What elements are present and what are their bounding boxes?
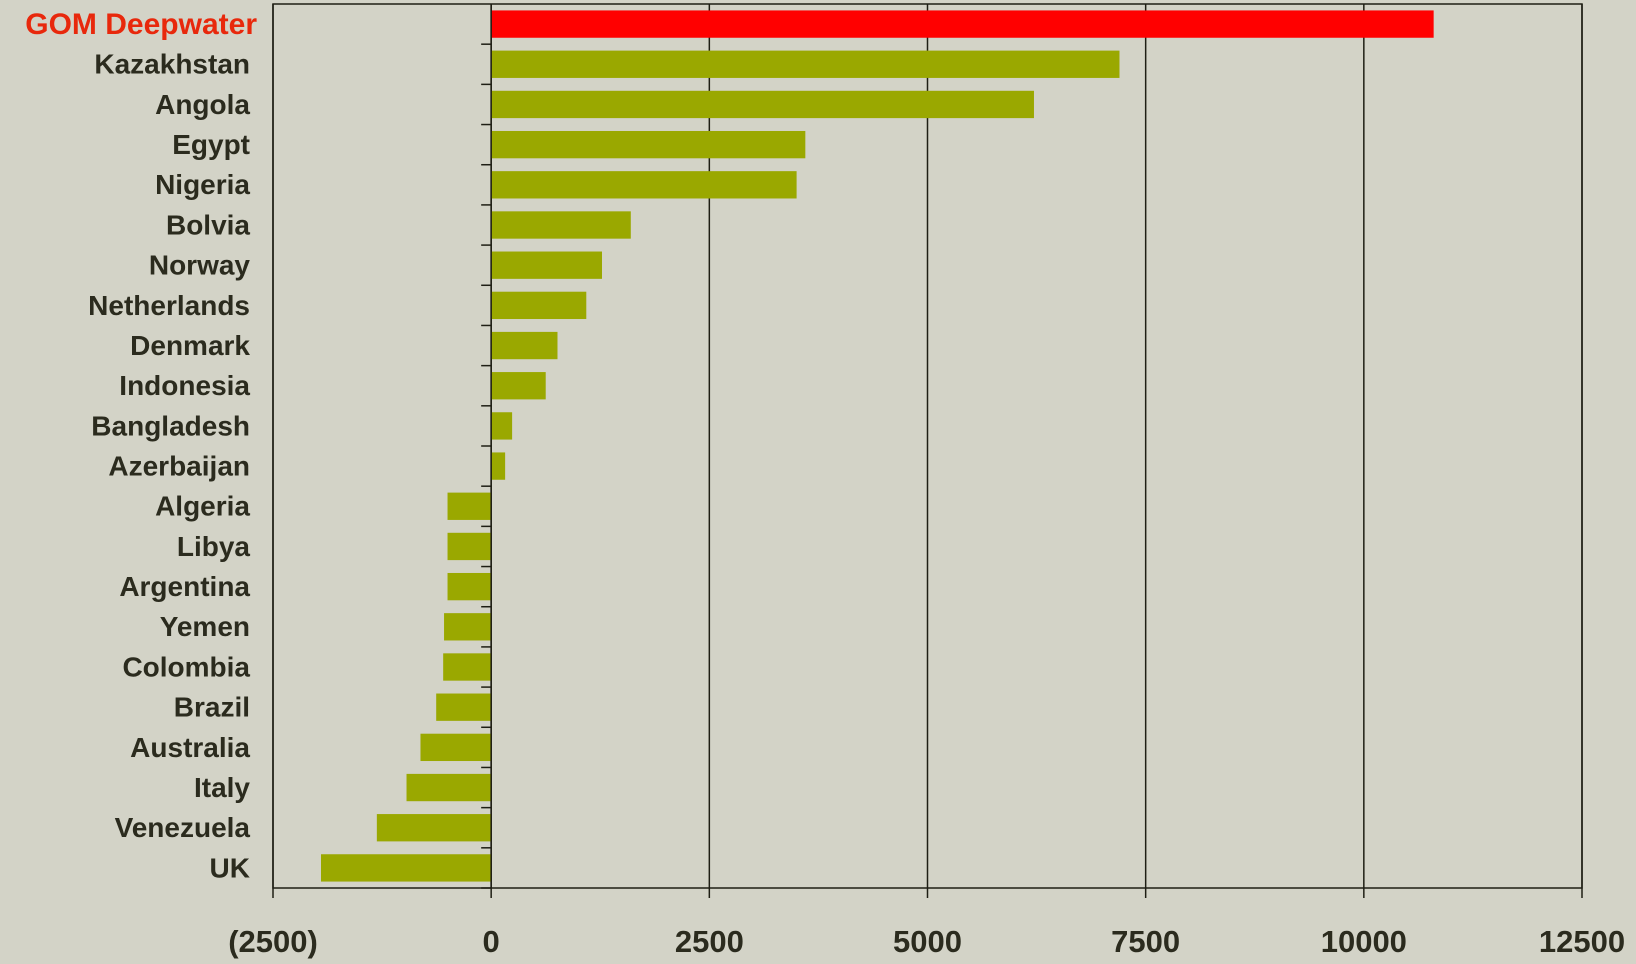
- category-label: Libya: [177, 531, 251, 562]
- bar: [491, 412, 513, 440]
- bar: [447, 532, 492, 561]
- bar: [406, 773, 492, 802]
- bar: [491, 331, 558, 360]
- category-label: UK: [210, 852, 250, 883]
- bar: [491, 251, 602, 279]
- bar: [491, 130, 806, 159]
- category-label: Yemen: [160, 611, 250, 642]
- bar: [491, 452, 506, 480]
- x-tick-label: 12500: [1539, 924, 1625, 959]
- bar: [420, 733, 492, 762]
- bar: [491, 90, 1034, 119]
- category-label: Egypt: [172, 129, 250, 160]
- x-tick-label: 7500: [1111, 924, 1180, 959]
- category-label: Netherlands: [88, 290, 250, 321]
- x-tick-label: (2500): [228, 924, 318, 959]
- bar: [376, 814, 492, 842]
- category-label: Norway: [149, 250, 251, 281]
- bar: [491, 291, 587, 320]
- x-tick-label: 10000: [1321, 924, 1407, 959]
- category-label: Angola: [155, 89, 250, 120]
- category-label: Brazil: [174, 692, 250, 723]
- category-label: Bangladesh: [91, 410, 250, 441]
- category-label: Nigeria: [155, 169, 250, 200]
- category-label: Argentina: [119, 571, 250, 602]
- category-label: Algeria: [155, 491, 250, 522]
- bar: [444, 613, 492, 641]
- bar: [491, 10, 1434, 38]
- category-label: Denmark: [130, 330, 250, 361]
- category-label: Indonesia: [119, 370, 250, 401]
- category-label: Italy: [194, 772, 250, 803]
- bar: [491, 50, 1120, 78]
- bar: [443, 653, 492, 681]
- category-label: Australia: [130, 732, 250, 763]
- x-tick-label: 5000: [893, 924, 962, 959]
- x-tick-label: 2500: [675, 924, 744, 959]
- category-label: Venezuela: [115, 812, 251, 843]
- bar: [436, 693, 492, 721]
- category-label: Kazakhstan: [94, 49, 250, 80]
- category-label: Colombia: [122, 651, 250, 682]
- category-label: GOM Deepwater: [25, 8, 257, 41]
- bar: [491, 171, 797, 199]
- bar: [491, 211, 631, 239]
- bar: [447, 572, 492, 601]
- category-label: Azerbaijan: [108, 450, 250, 481]
- x-tick-label: 0: [483, 924, 500, 959]
- category-label: Bolvia: [166, 209, 250, 240]
- plot-frame: [272, 3, 1583, 889]
- bar: [320, 854, 492, 882]
- bar: [447, 492, 492, 520]
- bar: [491, 372, 546, 400]
